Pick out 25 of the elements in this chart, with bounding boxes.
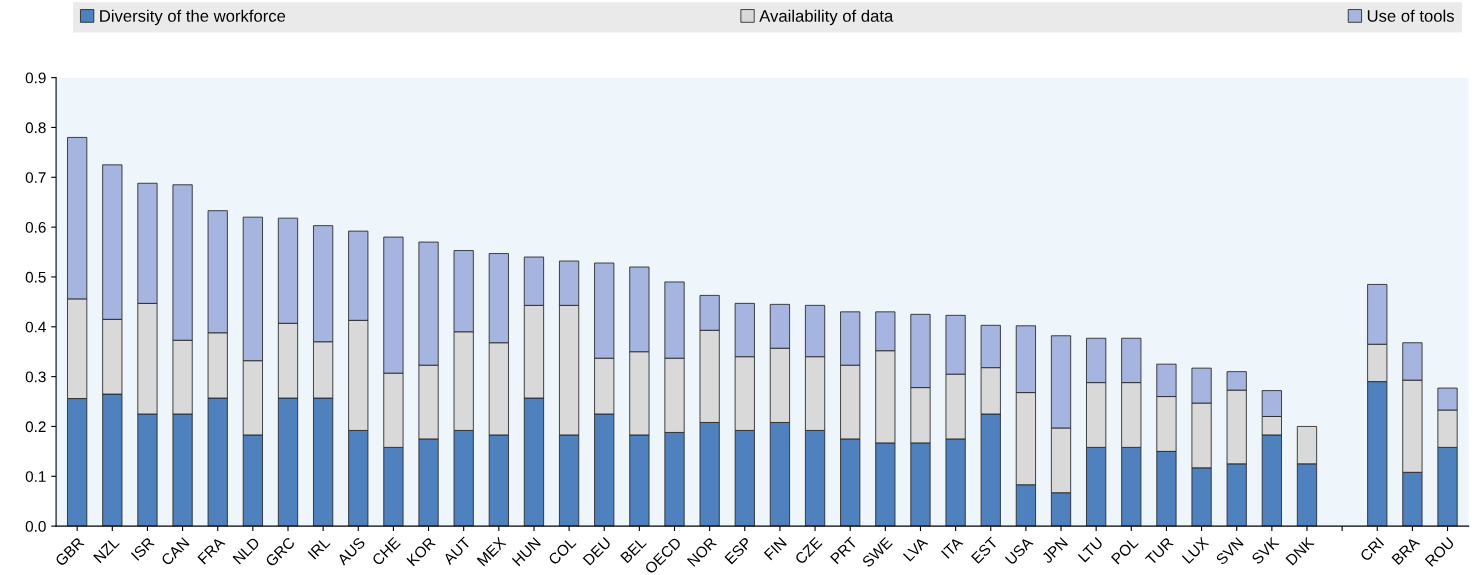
legend-label: Availability of data (759, 9, 894, 26)
x-tick-label: ISR (130, 536, 155, 561)
x-tick-label: USA (1004, 536, 1034, 566)
y-tick-label: 0.6 (25, 221, 46, 233)
legend-label: Use of tools (1367, 9, 1454, 22)
y-tick-label: 0.8 (25, 122, 46, 134)
legend-label: Diversity of the workforce (100, 9, 286, 26)
x-tick-label: CRI (1359, 537, 1385, 562)
x-tick-label: NZL (93, 536, 120, 564)
x-tick-label: TUR (1144, 536, 1174, 566)
y-tick-label: 0.5 (25, 271, 46, 283)
y-tick-label: 0.7 (25, 172, 46, 183)
x-tick-label: FIN (763, 537, 787, 561)
y-tick-label: 0.9 (25, 72, 46, 84)
y-tick-label: 0.3 (25, 371, 46, 383)
y-tick-label: 0.0 (25, 520, 46, 532)
x-tick-label: IRL (307, 536, 331, 560)
y-tick-label: 0.1 (25, 471, 46, 482)
x-tick-label: BEL (620, 536, 647, 564)
x-tick-label: COL (547, 536, 577, 566)
x-tick-label: ITA (941, 536, 964, 559)
y-tick-label: 0.4 (25, 321, 46, 333)
x-tick-label: LVA (902, 536, 929, 562)
y-tick-label: 0.2 (25, 421, 46, 433)
x-tick-label: POL (1110, 536, 1139, 565)
